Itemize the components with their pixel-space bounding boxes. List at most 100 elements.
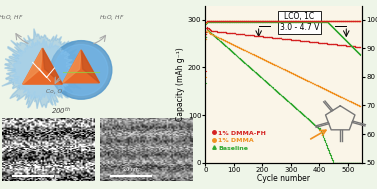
Point <box>343 19 349 22</box>
Point <box>290 19 296 22</box>
Point <box>319 21 325 24</box>
Point <box>269 62 275 65</box>
Point <box>263 80 269 83</box>
Point <box>306 118 312 121</box>
Point <box>294 19 300 22</box>
Point <box>310 20 316 23</box>
Point <box>245 50 251 53</box>
Point <box>340 96 346 99</box>
Point <box>348 19 354 22</box>
Point <box>349 19 355 22</box>
Point <box>253 21 259 24</box>
Point <box>348 161 354 164</box>
Point <box>241 20 247 23</box>
Point <box>264 21 270 24</box>
Point <box>221 19 227 22</box>
Point <box>214 20 220 23</box>
Point <box>307 19 313 22</box>
Point <box>318 86 324 89</box>
Point <box>217 30 223 33</box>
Point <box>259 76 265 79</box>
Point <box>282 21 288 24</box>
Point <box>271 87 277 90</box>
Point <box>280 37 287 40</box>
Point <box>314 20 320 23</box>
Point <box>339 43 345 46</box>
Point <box>324 20 330 23</box>
Point <box>254 34 260 37</box>
Point <box>274 90 280 93</box>
Point <box>210 20 216 23</box>
Point <box>244 19 250 22</box>
Polygon shape <box>23 48 43 84</box>
Point <box>324 21 330 24</box>
Point <box>354 20 360 23</box>
Point <box>218 37 224 40</box>
Point <box>234 45 240 48</box>
Point <box>276 37 282 40</box>
Point <box>247 66 253 69</box>
Point <box>211 30 217 33</box>
Point <box>340 161 346 164</box>
Point <box>339 96 345 99</box>
Point <box>329 19 336 22</box>
Point <box>218 20 224 23</box>
Point <box>250 20 256 23</box>
Point <box>264 20 270 23</box>
Point <box>305 21 311 24</box>
Point <box>246 65 252 68</box>
Point <box>239 20 245 23</box>
Point <box>322 20 328 23</box>
Point <box>223 19 229 22</box>
Point <box>228 19 234 22</box>
Point <box>256 74 262 77</box>
Point <box>230 21 236 24</box>
Point <box>313 124 319 127</box>
Point <box>218 30 224 33</box>
Point <box>343 44 349 47</box>
Point <box>303 115 309 119</box>
Point <box>288 21 294 24</box>
Point <box>211 34 217 37</box>
Point <box>211 30 218 33</box>
Point <box>244 33 250 36</box>
Point <box>329 91 336 94</box>
Point <box>347 100 353 103</box>
Point <box>317 128 323 131</box>
Point <box>283 20 289 23</box>
Point <box>268 36 274 39</box>
Point <box>207 19 213 22</box>
Point <box>292 106 298 109</box>
Point <box>326 150 332 153</box>
Point <box>228 21 234 24</box>
Point <box>352 48 359 51</box>
Point <box>256 19 262 22</box>
Point <box>204 21 210 24</box>
Point <box>265 19 271 22</box>
Point <box>256 55 262 58</box>
Point <box>242 49 248 52</box>
Point <box>227 21 233 24</box>
Point <box>208 19 214 22</box>
Point <box>321 19 327 22</box>
Point <box>311 40 317 43</box>
Point <box>231 51 237 54</box>
Point <box>336 161 342 164</box>
Point <box>355 45 361 48</box>
Point <box>291 21 297 24</box>
Point <box>328 90 334 93</box>
Point <box>208 20 215 23</box>
Point <box>323 20 329 23</box>
Point <box>321 138 327 141</box>
Point <box>317 41 323 44</box>
Point <box>325 148 331 151</box>
Point <box>211 20 217 23</box>
Point <box>239 19 245 22</box>
Point <box>300 39 307 42</box>
Point <box>290 20 296 23</box>
Point <box>349 19 355 22</box>
Point <box>257 75 264 78</box>
Point <box>336 94 342 98</box>
Point <box>337 161 343 164</box>
Point <box>311 82 317 85</box>
